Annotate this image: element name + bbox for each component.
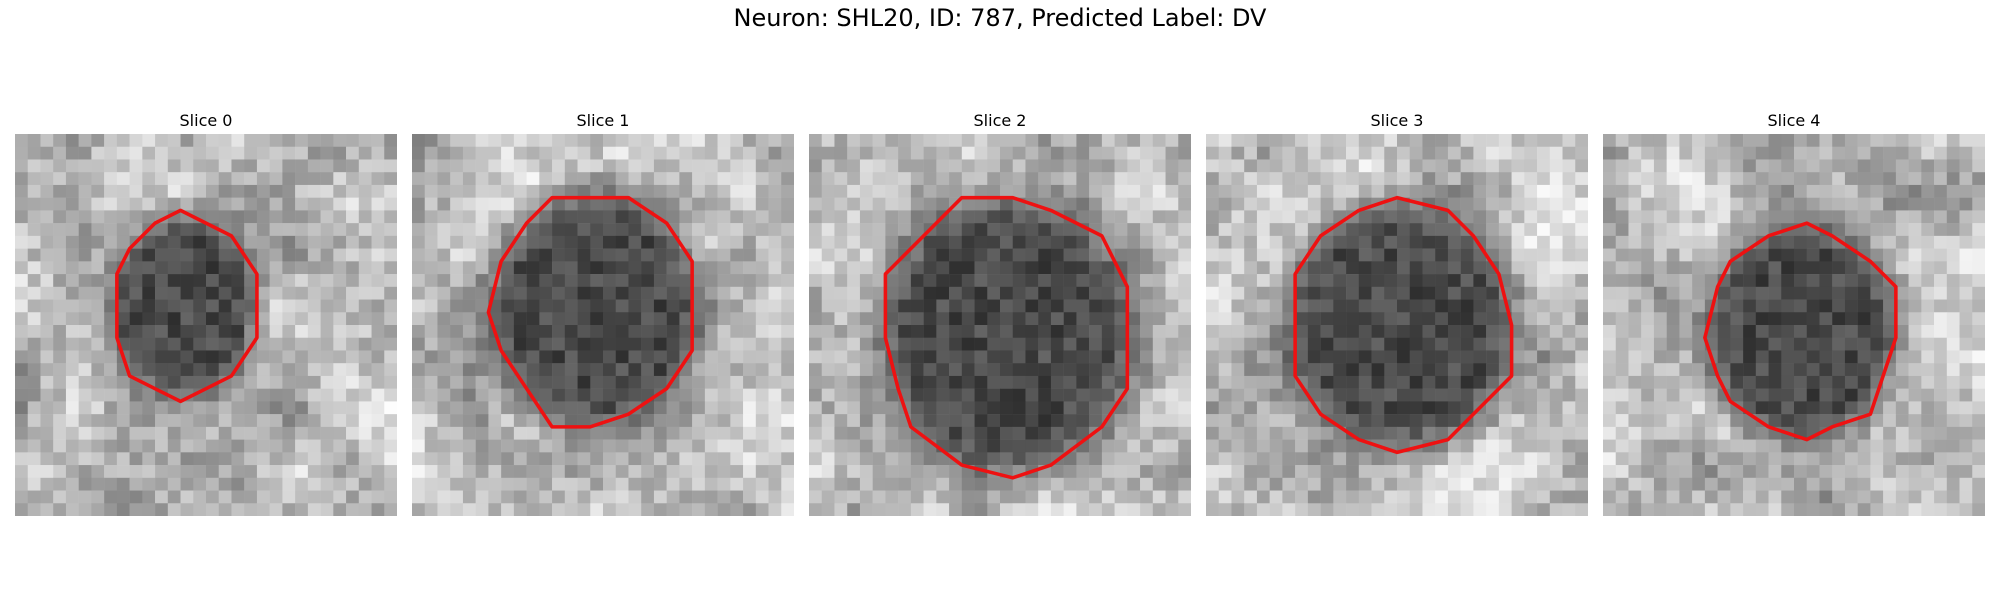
slice-image-2 [809, 134, 1191, 516]
slice-panel-2: Slice 2 [809, 108, 1191, 516]
slice-image-0 [15, 134, 397, 516]
cell-outline-3 [1293, 195, 1514, 455]
slice-title-1: Slice 1 [576, 111, 630, 130]
slice-title-3: Slice 3 [1370, 111, 1424, 130]
slice-image-3 [1206, 134, 1588, 516]
cell-outline-1 [486, 195, 694, 429]
cell-outline-0 [115, 208, 259, 404]
slice-panel-3: Slice 3 [1206, 108, 1588, 516]
figure-title: Neuron: SHL20, ID: 787, Predicted Label:… [733, 4, 1267, 32]
cell-outline-2 [883, 195, 1130, 480]
slice-panel-1: Slice 1 [412, 108, 794, 516]
cell-outline-4 [1703, 221, 1898, 442]
slice-image-4 [1603, 134, 1985, 516]
slice-title-0: Slice 0 [179, 111, 233, 130]
slice-title-2: Slice 2 [973, 111, 1027, 130]
slice-panel-0: Slice 0 [15, 108, 397, 516]
slice-image-1 [412, 134, 794, 516]
slice-title-4: Slice 4 [1767, 111, 1821, 130]
slice-panel-4: Slice 4 [1603, 108, 1985, 516]
